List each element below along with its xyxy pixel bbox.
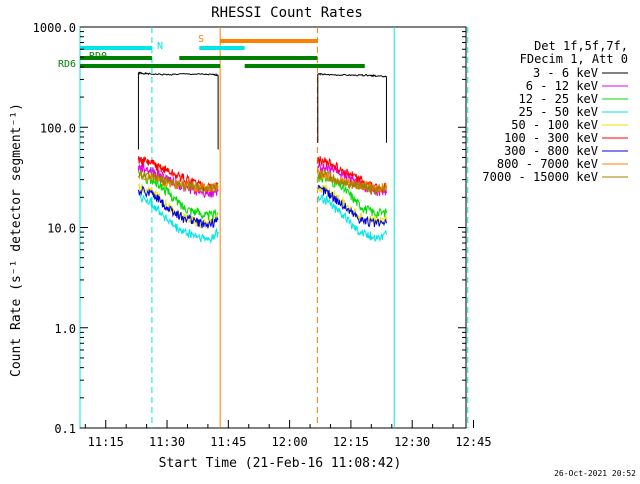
legend-entry-label: 50 - 100 keV (511, 118, 598, 132)
legend-entry-label: 25 - 50 keV (519, 105, 598, 119)
x-tick-label: 12:15 (333, 435, 369, 449)
x-tick-label: 12:30 (394, 435, 430, 449)
plot-frame (79, 26, 467, 429)
legend-entry-label: 3 - 6 keV (533, 66, 598, 80)
state-bar-label: N (157, 41, 163, 52)
x-tick-label: 11:15 (88, 435, 124, 449)
x-tick-label: 12:00 (272, 435, 308, 449)
series-line (138, 193, 219, 245)
legend-entry-label: 7000 - 15000 keV (482, 170, 598, 184)
event-lines (79, 27, 469, 428)
legend-entry-label: 12 - 25 keV (519, 92, 598, 106)
chart-title: RHESSI Count Rates (211, 5, 363, 21)
state-bars: N S RD0 RD6 (58, 34, 365, 70)
x-tick-label: 11:30 (149, 435, 185, 449)
y-tick-label: 1.0 (54, 322, 76, 336)
timestamp: 26-Oct-2021 20:52 (554, 469, 636, 478)
series-line (317, 184, 387, 228)
series-line (317, 168, 387, 196)
y-axis: 0.1 1.0 10.0 100.0 1000.0 (33, 21, 466, 436)
series-line (137, 170, 219, 221)
y-tick-label: 1000.0 (33, 21, 76, 35)
x-axis-label: Start Time (21-Feb-16 11:08:42) (159, 456, 402, 471)
state-bar-label: RD0 (89, 51, 107, 62)
legend-entry-label: 6 - 12 keV (526, 79, 598, 93)
x-tick-label: 12:45 (455, 435, 491, 449)
series-line (137, 185, 219, 229)
series-line (317, 194, 387, 243)
series-layer (137, 71, 387, 245)
state-bar-label: RD6 (58, 59, 76, 70)
legend-entry-label: 300 - 800 keV (504, 144, 598, 158)
legend-entry-label: 800 - 7000 keV (497, 157, 598, 171)
legend-header: FDecim 1, Att 0 (520, 52, 628, 66)
x-tick-label: 11:45 (210, 435, 246, 449)
y-tick-label: 10.0 (47, 222, 76, 236)
y-tick-label: 0.1 (54, 422, 76, 436)
series-line (138, 71, 219, 77)
legend-header: Det 1f,5f,7f, (534, 39, 628, 53)
x-axis: 11:15 11:30 11:45 12:00 12:15 12:30 12:45 (84, 420, 492, 449)
legend-entry-label: 100 - 300 keV (504, 131, 598, 145)
series-line (317, 72, 387, 78)
series-line (138, 169, 219, 194)
state-bar-label: S (198, 34, 204, 45)
y-tick-label: 100.0 (40, 121, 76, 135)
y-axis-label: Count Rate (s⁻¹ detector segment⁻¹) (9, 103, 24, 377)
